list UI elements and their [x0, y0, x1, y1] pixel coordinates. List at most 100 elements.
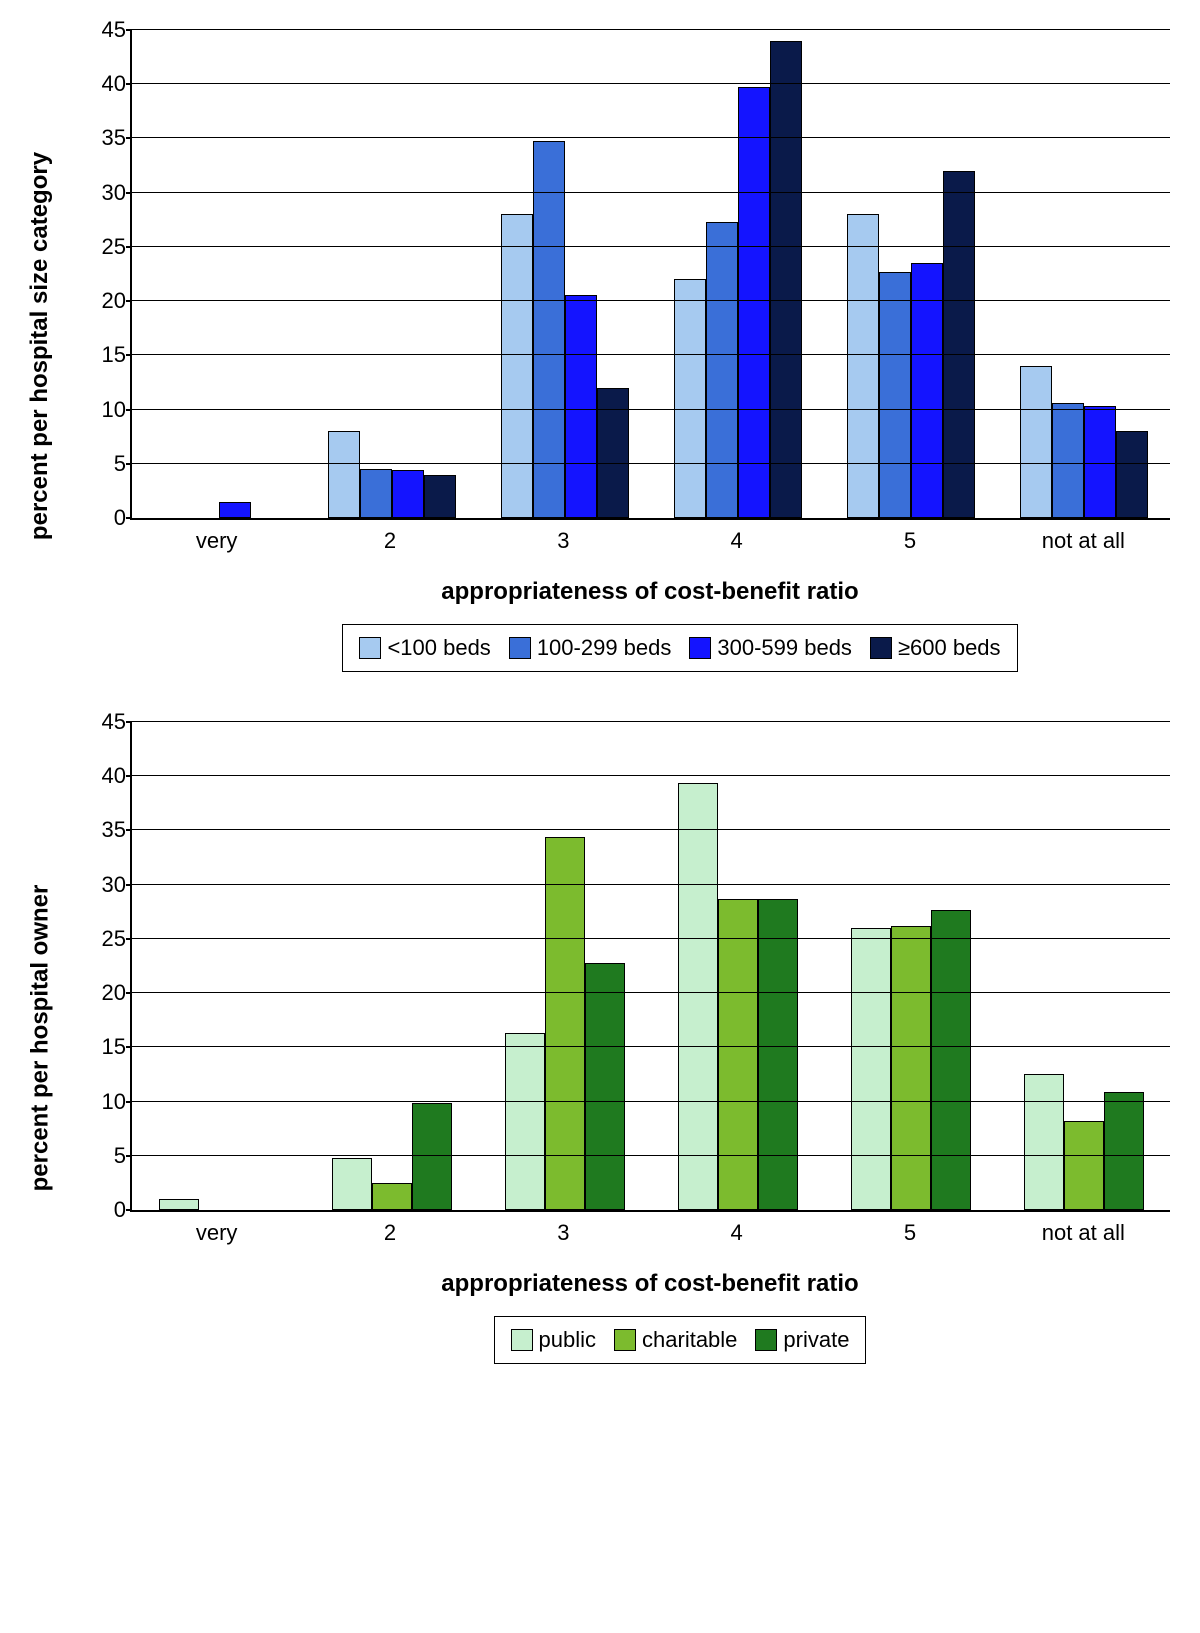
bar [1064, 1121, 1104, 1210]
bar [718, 899, 758, 1210]
gridline [132, 1101, 1170, 1102]
ytick-label: 25 [102, 234, 126, 260]
bar [1104, 1092, 1144, 1210]
legend-item: <100 beds [359, 635, 490, 661]
bar [585, 963, 625, 1210]
gridline [132, 938, 1170, 939]
gridline [132, 463, 1170, 464]
legend-swatch [359, 637, 381, 659]
legend-item: 300-599 beds [689, 635, 852, 661]
bar [943, 171, 975, 518]
bar [678, 783, 718, 1210]
bar [533, 141, 565, 518]
legend-item: 100-299 beds [509, 635, 672, 661]
chart-top-xtitle: appropriateness of cost-benefit ratio [120, 578, 1180, 606]
chart-bottom-plot: 051015202530354045 very2345not at all [70, 712, 1180, 1252]
gridline [132, 29, 1170, 30]
chart-bottom-xtitle: appropriateness of cost-benefit ratio [120, 1270, 1180, 1298]
bar [597, 388, 629, 518]
category-group [997, 722, 1170, 1210]
legend-label: public [539, 1327, 596, 1353]
bar [879, 272, 911, 518]
ytick-label: 45 [102, 709, 126, 735]
legend-label: <100 beds [387, 635, 490, 661]
legend-item: public [511, 1327, 596, 1353]
legend-swatch [755, 1329, 777, 1351]
bar [424, 475, 456, 518]
chart-bottom: percent per hospital owner 0510152025303… [20, 712, 1180, 1364]
bar [706, 222, 738, 518]
legend-label: private [783, 1327, 849, 1353]
gridline [132, 1155, 1170, 1156]
legend-item: ≥600 beds [870, 635, 1001, 661]
bar [501, 214, 533, 518]
chart-bottom-plotcol: 051015202530354045 very2345not at all ap… [60, 712, 1180, 1364]
chart-bottom-area: percent per hospital owner 0510152025303… [20, 712, 1180, 1364]
bar [565, 295, 597, 518]
gridline [132, 829, 1170, 830]
ytick-label: 20 [102, 980, 126, 1006]
ytick-label: 30 [102, 180, 126, 206]
xtick-label: 4 [650, 524, 823, 560]
legend-swatch [509, 637, 531, 659]
bar [770, 41, 802, 518]
legend-label: 100-299 beds [537, 635, 672, 661]
xtick-label: very [130, 524, 303, 560]
bar [1116, 431, 1148, 518]
gridline [132, 354, 1170, 355]
bar [372, 1183, 412, 1210]
legend-label: ≥600 beds [898, 635, 1001, 661]
bar [392, 470, 424, 518]
legend-swatch [689, 637, 711, 659]
bar [1052, 403, 1084, 518]
xtick-label: 5 [823, 1216, 996, 1252]
gridline [132, 246, 1170, 247]
ytick-label: 5 [114, 451, 126, 477]
chart-top-legend: <100 beds 100-299 beds 300-599 beds ≥600 be… [342, 624, 1017, 672]
category-group [132, 30, 305, 518]
ytick-label: 0 [114, 1197, 126, 1223]
xtick-label: 4 [650, 1216, 823, 1252]
gridline [132, 137, 1170, 138]
gridline [132, 300, 1170, 301]
chart-top-plot-inner: 051015202530354045 [130, 30, 1170, 520]
legend-swatch [511, 1329, 533, 1351]
legend-item: private [755, 1327, 849, 1353]
ytick-label: 10 [102, 1089, 126, 1115]
xtick-label: 2 [303, 1216, 476, 1252]
category-group [824, 722, 997, 1210]
xtick-label: 3 [477, 524, 650, 560]
ytick-label: 30 [102, 872, 126, 898]
bar [851, 928, 891, 1210]
chart-bottom-xlabels: very2345not at all [130, 1216, 1170, 1252]
bar [758, 899, 798, 1210]
bar [328, 431, 360, 518]
bar [159, 1199, 199, 1210]
legend-item: charitable [614, 1327, 737, 1353]
xtick-label: not at all [997, 524, 1170, 560]
ytick-label: 15 [102, 1034, 126, 1060]
bar [1024, 1074, 1064, 1210]
ytick-label: 40 [102, 71, 126, 97]
chart-top-ylabel-wrap: percent per hospital size category [20, 20, 60, 672]
ytick-label: 40 [102, 763, 126, 789]
xtick-label: not at all [997, 1216, 1170, 1252]
gridline [132, 884, 1170, 885]
chart-bottom-ylabel: percent per hospital owner [26, 885, 54, 1192]
category-group [651, 722, 824, 1210]
ytick-label: 0 [114, 505, 126, 531]
bar [505, 1033, 545, 1210]
bar [738, 87, 770, 518]
chart-bottom-ylabel-wrap: percent per hospital owner [20, 712, 60, 1364]
category-group [478, 30, 651, 518]
gridline [132, 83, 1170, 84]
gridline [132, 1046, 1170, 1047]
bar [847, 214, 879, 518]
bar [891, 926, 931, 1210]
bar [911, 263, 943, 518]
ytick-label: 35 [102, 817, 126, 843]
category-group [305, 722, 478, 1210]
bar [360, 469, 392, 518]
legend-swatch [870, 637, 892, 659]
chart-bottom-plot-inner: 051015202530354045 [130, 722, 1170, 1212]
